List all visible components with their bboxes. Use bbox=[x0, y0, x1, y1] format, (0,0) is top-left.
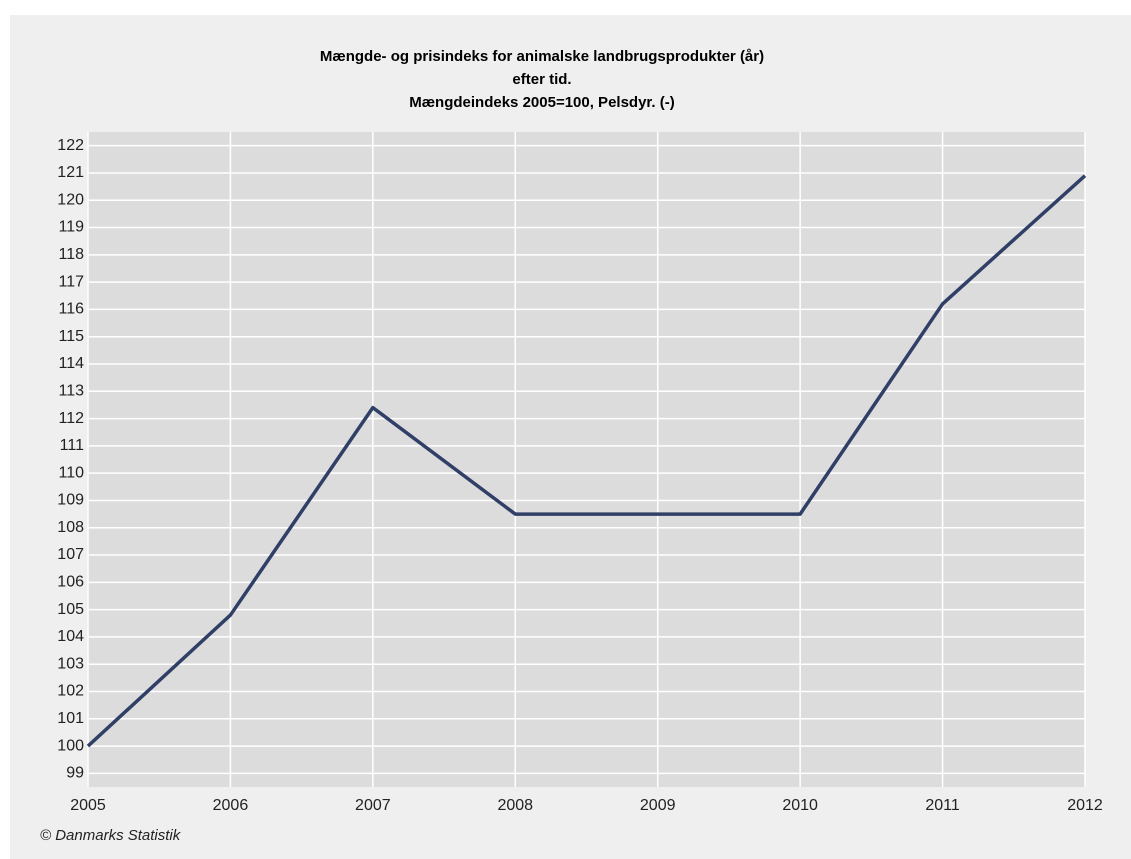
x-tick-label: 2008 bbox=[497, 797, 533, 814]
y-tick-label: 112 bbox=[58, 410, 84, 427]
y-tick-label: 107 bbox=[57, 546, 84, 563]
y-tick-label: 113 bbox=[58, 382, 84, 399]
chart-title: Mængdeindeks 2005=100, Pelsdyr. (-) bbox=[409, 94, 675, 111]
y-tick-label: 102 bbox=[57, 683, 84, 700]
x-tick-label: 2010 bbox=[782, 797, 818, 814]
chart-title: Mængde- og prisindeks for animalske land… bbox=[320, 48, 764, 65]
y-tick-label: 116 bbox=[58, 301, 84, 318]
chart-title: efter tid. bbox=[512, 71, 571, 88]
y-tick-label: 104 bbox=[57, 628, 84, 645]
y-tick-label: 119 bbox=[58, 219, 84, 236]
y-tick-label: 101 bbox=[57, 710, 84, 727]
y-tick-label: 117 bbox=[58, 273, 84, 290]
y-tick-label: 103 bbox=[57, 655, 84, 672]
x-tick-label: 2011 bbox=[925, 797, 960, 814]
x-tick-label: 2012 bbox=[1067, 797, 1103, 814]
y-tick-label: 111 bbox=[60, 437, 84, 454]
y-tick-label: 109 bbox=[57, 492, 84, 509]
y-tick-label: 110 bbox=[58, 464, 84, 481]
x-tick-label: 2009 bbox=[640, 797, 676, 814]
y-tick-label: 120 bbox=[57, 191, 84, 208]
x-tick-label: 2007 bbox=[355, 797, 391, 814]
y-tick-label: 114 bbox=[58, 355, 84, 372]
source: © Danmarks Statistik bbox=[40, 827, 182, 844]
y-tick-label: 100 bbox=[57, 737, 84, 754]
y-tick-label: 115 bbox=[58, 328, 84, 345]
y-tick-label: 121 bbox=[57, 164, 84, 181]
y-tick-label: 106 bbox=[57, 574, 84, 591]
y-tick-label: 118 bbox=[58, 246, 84, 263]
y-tick-label: 122 bbox=[57, 137, 84, 154]
line bbox=[86, 174, 1087, 748]
x-tick-label: 2006 bbox=[213, 797, 249, 814]
y-tick-label: 105 bbox=[57, 601, 84, 618]
plot-area bbox=[88, 132, 1085, 787]
y-tick-label: 99 bbox=[66, 765, 84, 782]
x-tick-label: 2005 bbox=[70, 797, 106, 814]
y-tick-label: 108 bbox=[57, 519, 84, 536]
